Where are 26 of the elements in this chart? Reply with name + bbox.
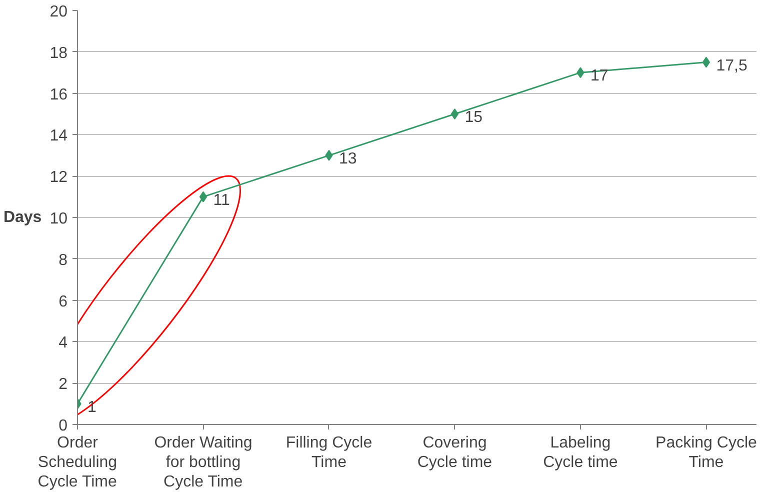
text: 17,5 bbox=[716, 57, 748, 74]
text: 15 bbox=[464, 109, 483, 126]
y-tick-label: 12 bbox=[50, 169, 68, 186]
y-tick-label: 14 bbox=[50, 128, 68, 145]
point bbox=[702, 56, 710, 68]
y-axis-title: Days bbox=[3, 209, 42, 226]
y-tick-label: 18 bbox=[50, 44, 68, 62]
y-tick-label: 0 bbox=[58, 418, 68, 434]
y-tick-label: 16 bbox=[50, 86, 68, 104]
y-tick-label: 6 bbox=[58, 293, 68, 310]
text: 11 bbox=[213, 192, 230, 209]
point bbox=[199, 191, 208, 202]
y-tick-label: 4 bbox=[58, 334, 68, 352]
point bbox=[450, 108, 459, 120]
text: 17 bbox=[590, 68, 608, 85]
text: 13 bbox=[338, 150, 357, 168]
y-tick-label: 8 bbox=[58, 252, 68, 269]
x-tick-label: Covering Cycle time bbox=[417, 434, 492, 472]
y-tick-label: 10 bbox=[50, 210, 68, 228]
x-tick-label: Packing Cycle Time bbox=[656, 434, 757, 472]
x-tick-label: Labeling Cycle time bbox=[543, 434, 618, 472]
x-tick-label: Filling Cycle Time bbox=[286, 434, 372, 472]
y-tick-label: 2 bbox=[58, 376, 68, 394]
x-tick-label: Order Waiting for bottling Cycle Time bbox=[154, 434, 252, 491]
x-tick-label: Order Scheduling Cycle Time bbox=[38, 434, 118, 491]
y-tick-label: 20 bbox=[50, 4, 68, 20]
